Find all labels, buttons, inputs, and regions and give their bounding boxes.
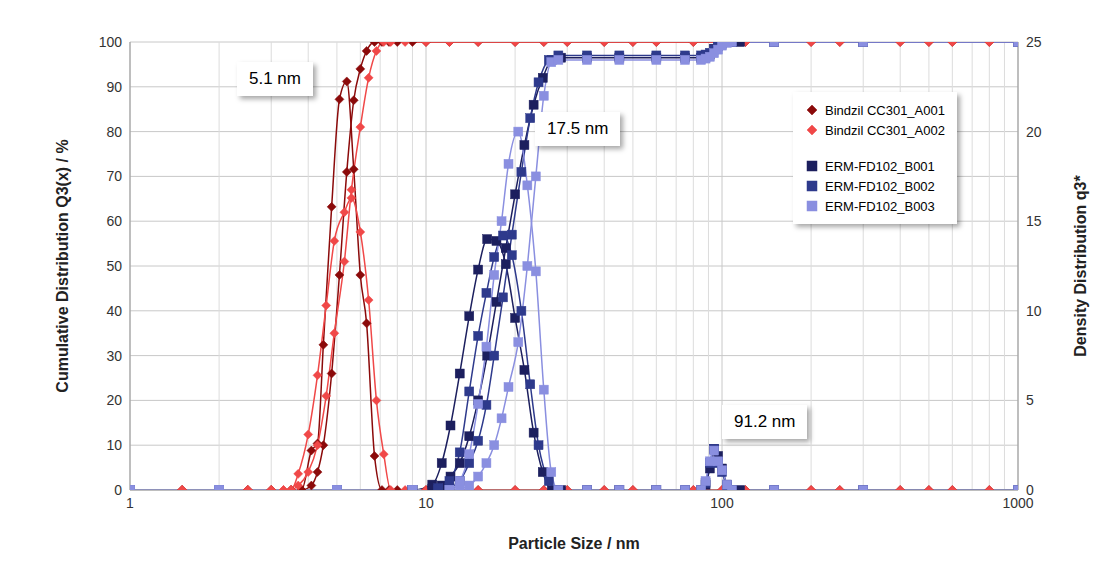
- svg-text:20: 20: [106, 392, 122, 408]
- svg-text:1000: 1000: [1002, 494, 1034, 511]
- svg-text:10: 10: [1026, 303, 1042, 319]
- html-text:Bindzil CC301_A001: Bindzil CC301_A001: [825, 102, 945, 118]
- svg-text:15: 15: [1026, 213, 1042, 229]
- html-text:91.2 nm: 91.2 nm: [734, 412, 796, 431]
- svg-text:70: 70: [106, 168, 122, 184]
- svg-text:10: 10: [418, 495, 434, 511]
- svg-text:90: 90: [106, 79, 122, 95]
- svg-text:50: 50: [106, 258, 122, 274]
- html-text:ERM-FD102_B003: ERM-FD102_B003: [825, 198, 935, 214]
- svg-text:0: 0: [1026, 482, 1034, 498]
- svg-text:10: 10: [106, 437, 122, 453]
- html-text:ERM-FD102_B001: ERM-FD102_B001: [825, 158, 935, 174]
- svg-text:5: 5: [1026, 392, 1034, 408]
- html-text:ERM-FD102_B002: ERM-FD102_B002: [825, 178, 935, 194]
- svg-text:20: 20: [1026, 124, 1042, 140]
- svg-text:100: 100: [99, 34, 123, 50]
- svg-text:0: 0: [114, 482, 122, 498]
- html-text:5.1 nm: 5.1 nm: [249, 69, 301, 88]
- svg-text:100: 100: [710, 495, 734, 511]
- html-text:17.5 nm: 17.5 nm: [547, 119, 609, 138]
- svg-text:Particle Size / nm: Particle Size / nm: [508, 535, 640, 552]
- html-text:Bindzil CC301_A002: Bindzil CC301_A002: [825, 122, 945, 138]
- svg-text:25: 25: [1026, 34, 1042, 50]
- svg-text:Cumulative Distribution Q3(x): Cumulative Distribution Q3(x) / %: [54, 139, 71, 392]
- svg-text:40: 40: [106, 303, 122, 319]
- svg-text:1: 1: [126, 495, 134, 511]
- svg-text:Density Distribution q3*: Density Distribution q3*: [1072, 175, 1089, 357]
- svg-text:60: 60: [106, 213, 122, 229]
- svg-text:80: 80: [106, 124, 122, 140]
- svg-text:30: 30: [106, 348, 122, 364]
